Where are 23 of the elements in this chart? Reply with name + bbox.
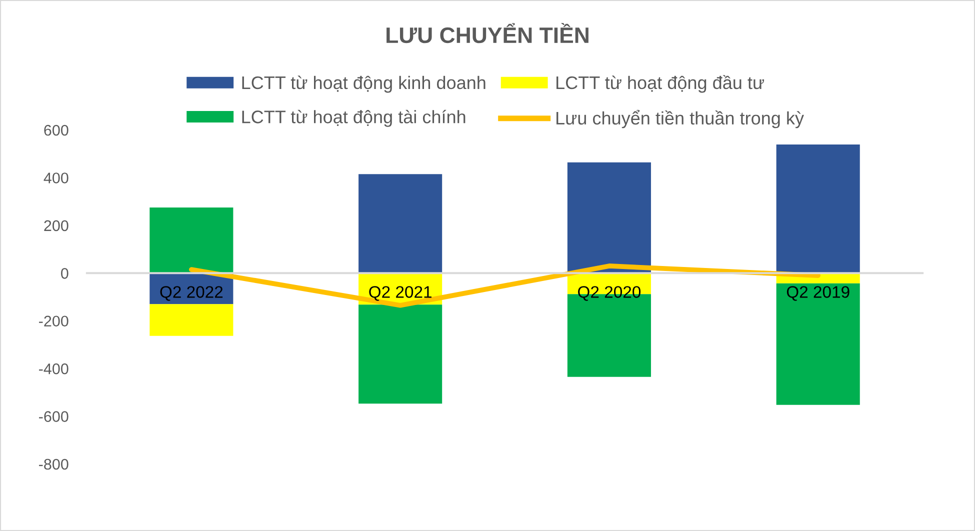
chart-title: LƯU CHUYỂN TIỀN (386, 23, 588, 44)
legend-label: Lưu chuyển tiền thuần trong kỳ (556, 110, 804, 128)
bar (150, 208, 234, 274)
y-tick-label: 0 (61, 268, 68, 279)
legend-label: LCTT từ hoạt động đầu tư (556, 75, 764, 93)
bar (150, 304, 234, 336)
x-tick-label: Q2 2019 (786, 286, 850, 301)
legend-label: LCTT từ hoạt động kinh doanh (242, 76, 486, 93)
y-tick-label: 600 (44, 124, 68, 136)
y-tick-label: -600 (39, 411, 68, 422)
y-tick-label: -800 (39, 458, 68, 470)
y-tick-label: 200 (44, 220, 68, 232)
x-tick-label: Q2 2021 (369, 286, 432, 301)
y-tick-label: 400 (44, 172, 68, 184)
y-tick-label: -400 (39, 363, 68, 374)
bar (776, 144, 860, 274)
legend-label: LCTT từ hoạt động tài chính (242, 110, 466, 127)
bar (776, 283, 860, 405)
x-tick-label: Q2 2022 (160, 286, 223, 301)
bar (358, 174, 442, 274)
bar (358, 304, 442, 404)
bar (567, 162, 651, 274)
y-tick-label: -200 (39, 316, 68, 327)
